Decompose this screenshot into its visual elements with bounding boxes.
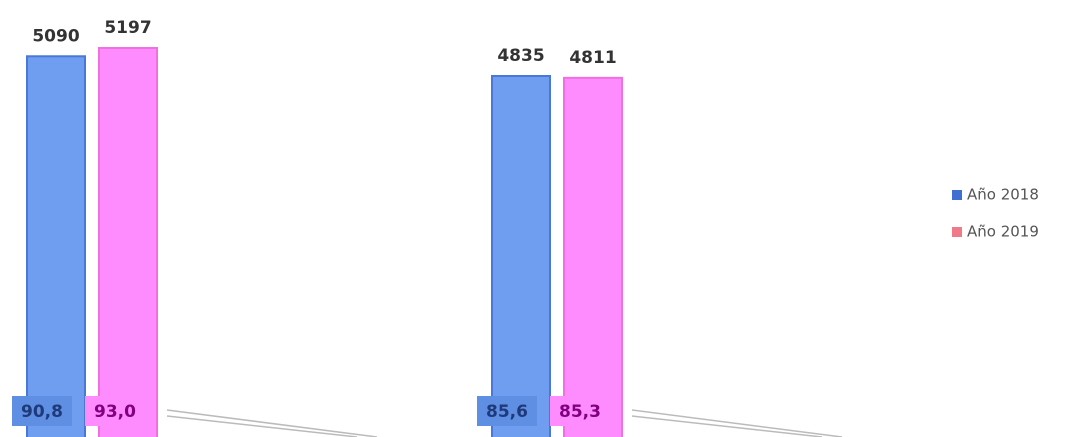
percent-box xyxy=(12,396,72,426)
value-label: 5197 xyxy=(104,18,151,38)
bar xyxy=(491,75,551,437)
percent-box xyxy=(477,396,537,426)
bar xyxy=(98,47,158,437)
value-label: 4835 xyxy=(497,46,544,66)
percent-label: 85,6 xyxy=(486,402,528,422)
percent-label: 93,0 xyxy=(94,402,136,422)
percent-label: 90,8 xyxy=(21,402,63,422)
bar xyxy=(26,55,86,437)
connector xyxy=(631,409,843,437)
legend-swatch xyxy=(952,227,962,237)
legend-label: Año 2019 xyxy=(967,223,1039,241)
percent-box xyxy=(550,396,610,426)
value-label: 5090 xyxy=(32,26,79,46)
connector xyxy=(166,415,358,437)
legend-label: Año 2018 xyxy=(967,186,1039,204)
bar xyxy=(563,76,623,437)
percent-label: 85,3 xyxy=(559,402,601,422)
percent-box xyxy=(85,396,145,426)
connector xyxy=(631,415,823,437)
legend-swatch xyxy=(952,190,962,200)
connector xyxy=(166,409,378,437)
value-label: 4811 xyxy=(569,48,616,68)
